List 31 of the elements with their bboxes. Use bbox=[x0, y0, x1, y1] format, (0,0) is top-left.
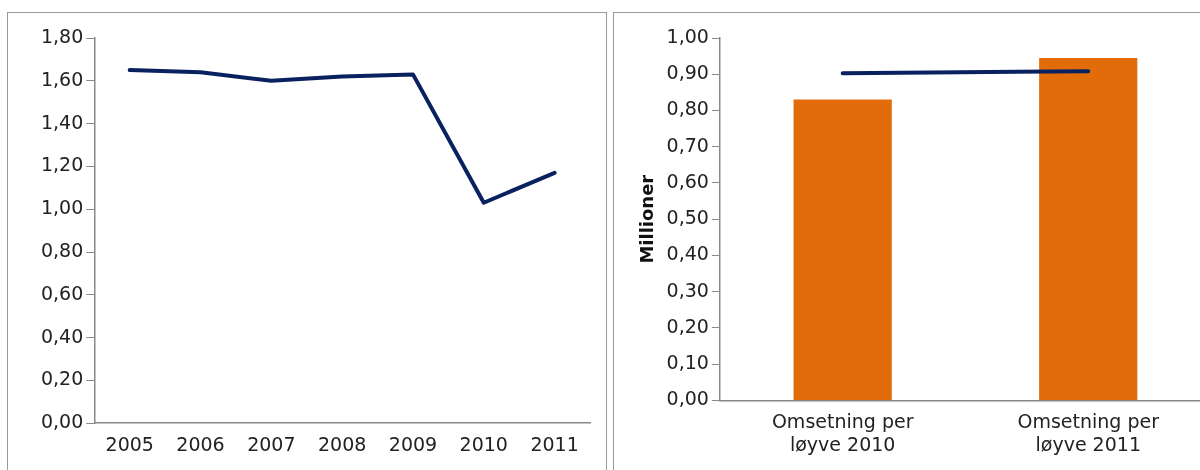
y-tick-label: 0,10 bbox=[666, 351, 709, 374]
x-tick-label: Omsetning per løyve 2011 bbox=[1017, 409, 1160, 455]
y-tick-label: 0,30 bbox=[666, 278, 709, 301]
x-tick-label: 2009 bbox=[388, 432, 438, 455]
y-axis-title: Millioner bbox=[636, 174, 658, 264]
y-tick-label: 1,00 bbox=[666, 24, 709, 47]
x-tick-label: 2008 bbox=[317, 432, 367, 455]
y-tick-label: 0,60 bbox=[666, 169, 709, 192]
y-tick-label: 0,20 bbox=[40, 367, 84, 390]
x-tick-label: 2011 bbox=[530, 432, 579, 455]
x-tick-label: 2010 bbox=[459, 432, 508, 455]
y-tick-label: 0,20 bbox=[666, 314, 709, 337]
x-tick-label: 2005 bbox=[105, 432, 154, 455]
y-tick-label: 0,50 bbox=[666, 206, 709, 229]
y-tick-label: 1,80 bbox=[40, 24, 84, 47]
y-tick-label: 0,40 bbox=[666, 242, 709, 265]
x-tick-label: 2007 bbox=[247, 432, 296, 455]
y-tick-label: 1,40 bbox=[40, 110, 84, 133]
y-tick-label: 0,80 bbox=[40, 238, 84, 261]
y-tick-label: 1,00 bbox=[40, 196, 84, 219]
y-tick-label: 0,70 bbox=[666, 133, 709, 156]
y-tick-label: 1,20 bbox=[40, 153, 84, 176]
y-tick-label: 1,60 bbox=[40, 67, 84, 90]
y-tick-label: 0,80 bbox=[666, 97, 709, 120]
y-tick-label: 0,90 bbox=[666, 61, 709, 84]
x-tick-label: Omsetning per løyve 2010 bbox=[771, 409, 914, 455]
y-tick-label: 0,40 bbox=[40, 324, 84, 347]
y-tick-label: 0,60 bbox=[40, 281, 84, 304]
x-tick-label: 2006 bbox=[176, 432, 225, 455]
y-tick-label: 0,00 bbox=[40, 410, 84, 433]
y-tick-label: 0,00 bbox=[666, 387, 709, 410]
